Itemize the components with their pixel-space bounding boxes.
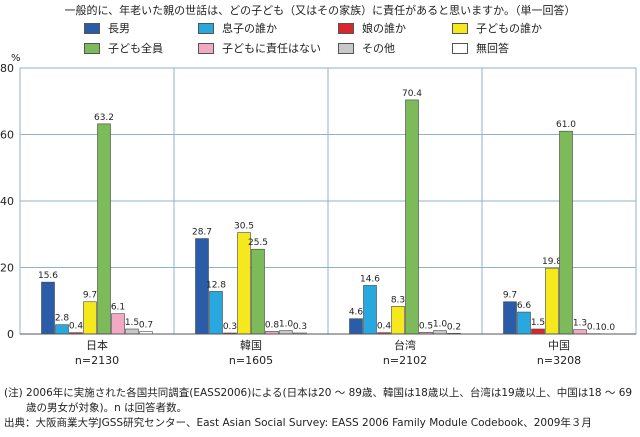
legend-swatch bbox=[338, 22, 354, 34]
y-tick-label: 40 bbox=[0, 195, 14, 208]
category-label: 韓国 bbox=[240, 339, 262, 352]
value-label: 0.4 bbox=[377, 322, 392, 332]
legend-label: 子どもの誰か bbox=[476, 22, 542, 35]
bar bbox=[349, 318, 363, 335]
y-tick-label: 20 bbox=[0, 262, 14, 275]
bar bbox=[83, 301, 97, 335]
value-label: 1.3 bbox=[573, 319, 587, 329]
value-label: 15.6 bbox=[38, 271, 58, 281]
bar bbox=[503, 301, 517, 335]
legend-item: 娘の誰か bbox=[338, 20, 406, 36]
bar bbox=[97, 123, 111, 335]
legend-swatch bbox=[84, 42, 100, 54]
legend-item: 長男 bbox=[84, 20, 130, 36]
y-tick-label: 0 bbox=[7, 328, 14, 341]
bar bbox=[545, 267, 559, 335]
legend-swatch bbox=[198, 22, 214, 34]
note-line-2: 歳の男女が対象)。n は回答者数。 bbox=[26, 402, 188, 414]
value-label: 14.6 bbox=[360, 274, 380, 284]
chart-legend: 長男 息子の誰か 娘の誰か 子どもの誰か子ども全員 子どもに責任はない その他 無回答 bbox=[0, 0, 640, 60]
value-label: 63.2 bbox=[94, 113, 114, 123]
legend-label: 長男 bbox=[108, 22, 130, 35]
category-label: 日本 bbox=[86, 338, 108, 352]
value-label: 2.8 bbox=[55, 314, 70, 324]
category-sample-size: n=3208 bbox=[537, 354, 581, 367]
value-label: 61.0 bbox=[556, 120, 576, 130]
value-label: 25.5 bbox=[248, 238, 268, 248]
bar bbox=[41, 281, 55, 335]
value-label: 4.6 bbox=[349, 308, 364, 318]
note-line-1: (注) 2006年に実施された各国共同調査(EASS2006)による(日本は20… bbox=[4, 387, 633, 399]
legend-swatch bbox=[84, 22, 100, 34]
value-label: 6.1 bbox=[111, 303, 125, 313]
legend-swatch bbox=[452, 22, 468, 34]
value-label: 70.4 bbox=[402, 89, 422, 99]
value-label: 9.7 bbox=[83, 291, 97, 301]
category-label: 台湾 bbox=[394, 338, 416, 352]
value-label: 28.7 bbox=[192, 228, 212, 238]
value-label: 30.5 bbox=[234, 222, 254, 232]
legend-item: 息子の誰か bbox=[198, 20, 277, 36]
legend-label: 息子の誰か bbox=[222, 22, 277, 35]
bar bbox=[251, 248, 265, 335]
y-tick-label: 80 bbox=[0, 62, 14, 75]
value-label: 0.4 bbox=[69, 322, 84, 332]
bar bbox=[209, 291, 223, 335]
bar bbox=[559, 130, 573, 335]
bar bbox=[517, 311, 531, 335]
legend-item: 無回答 bbox=[452, 40, 509, 56]
value-label: 0.2 bbox=[447, 322, 461, 332]
value-label: 1.5 bbox=[125, 318, 139, 328]
legend-label: 娘の誰か bbox=[362, 22, 406, 35]
value-label: 19.8 bbox=[542, 257, 562, 267]
chart-notes: (注) 2006年に実施された各国共同調査(EASS2006)による(日本は20… bbox=[4, 386, 632, 431]
value-label: 0.3 bbox=[223, 322, 237, 332]
value-label: 0.7 bbox=[139, 321, 153, 331]
legend-label: その他 bbox=[362, 42, 395, 55]
value-label: 1.0 bbox=[433, 320, 448, 330]
value-label: 1.5 bbox=[531, 318, 545, 328]
value-label: 8.3 bbox=[391, 295, 405, 305]
bar bbox=[125, 328, 139, 335]
category-sample-size: n=2102 bbox=[383, 354, 427, 367]
legend-item: 子どもに責任はない bbox=[198, 40, 321, 56]
bar bbox=[391, 306, 405, 335]
value-label: 12.8 bbox=[206, 280, 226, 290]
bar bbox=[363, 285, 377, 335]
category-label: 中国 bbox=[548, 339, 570, 352]
legend-swatch bbox=[452, 42, 468, 54]
value-label: 6.6 bbox=[517, 301, 532, 311]
value-label: 1.0 bbox=[279, 320, 294, 330]
y-axis-unit: % bbox=[11, 53, 21, 64]
legend-label: 無回答 bbox=[476, 42, 509, 55]
value-label: 0.3 bbox=[293, 322, 307, 332]
bar bbox=[405, 99, 419, 335]
legend-swatch bbox=[338, 42, 354, 54]
bar bbox=[531, 328, 545, 335]
y-tick-label: 60 bbox=[0, 129, 14, 142]
legend-item: 子どもの誰か bbox=[452, 20, 542, 36]
value-label: 9.7 bbox=[503, 291, 517, 301]
legend-item: 子ども全員 bbox=[84, 40, 163, 56]
category-sample-size: n=2130 bbox=[75, 354, 119, 367]
category-sample-size: n=1605 bbox=[229, 354, 273, 367]
source-line: 出典：大阪商業大学JGSS研究センター、East Asian Social Su… bbox=[4, 417, 592, 429]
survey-question: 一般的に、年老いた親の世話は、どの子ども（又はその家族）に責任があると思いますか… bbox=[64, 4, 576, 17]
legend-swatch bbox=[198, 42, 214, 54]
value-label: 0.1 bbox=[587, 323, 601, 333]
legend-item: その他 bbox=[338, 40, 395, 56]
bar bbox=[55, 324, 69, 335]
bar bbox=[111, 313, 125, 335]
legend-label: 子ども全員 bbox=[108, 42, 163, 55]
value-label: 0.8 bbox=[265, 320, 280, 330]
legend-label: 子どもに責任はない bbox=[222, 42, 321, 55]
value-label: 0.5 bbox=[419, 321, 433, 331]
value-label: 0.0 bbox=[601, 323, 616, 333]
bar bbox=[573, 329, 587, 335]
